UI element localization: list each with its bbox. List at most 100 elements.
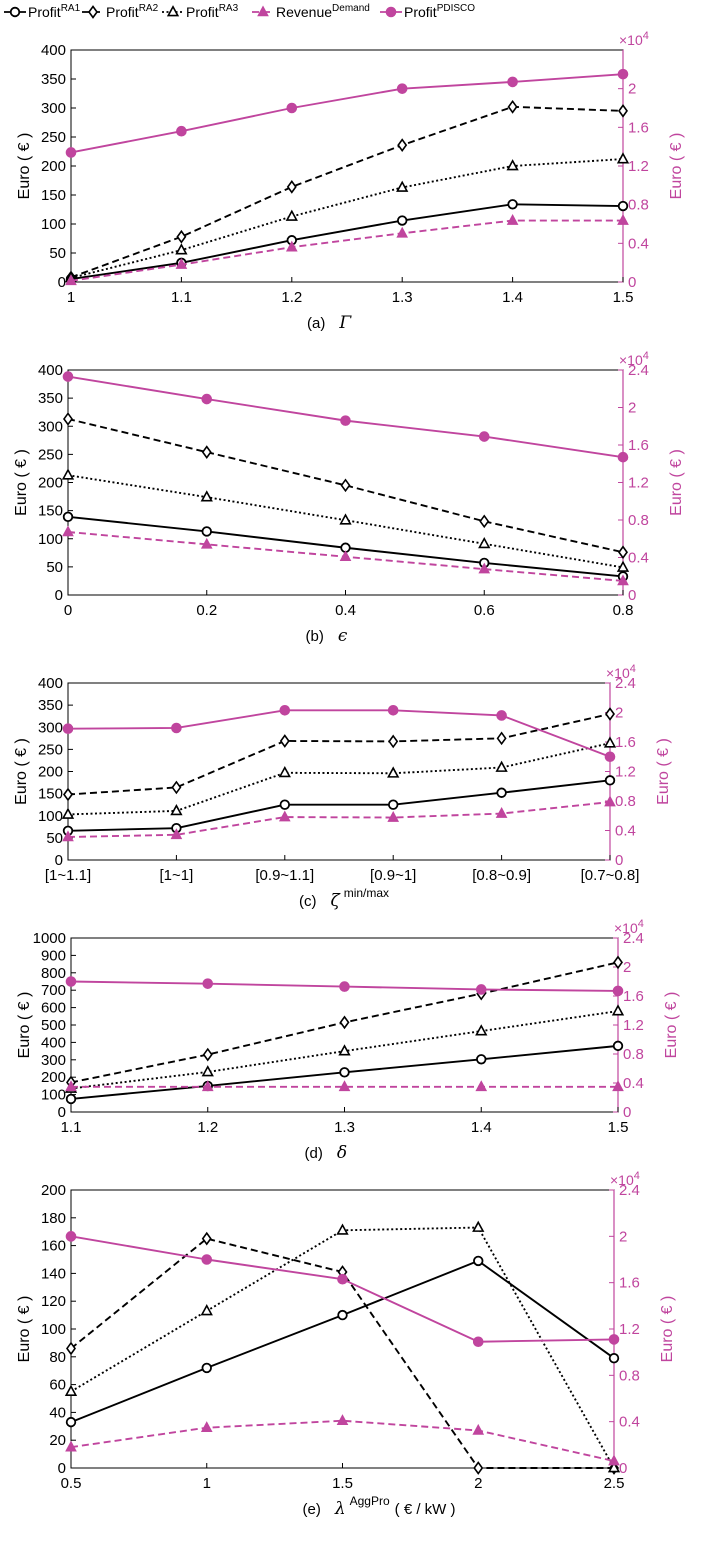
y-tick-label-left: 50 (46, 830, 63, 847)
y-tick-label-right: 2.4 (628, 362, 649, 379)
y-tick-label-right: 0 (628, 587, 636, 604)
data-point-revenue-demand (200, 537, 213, 549)
y-tick-label-left: 350 (41, 71, 66, 88)
right-axis-multiplier: ×104 (610, 1170, 640, 1188)
x-tick-label: 1.1 (61, 1119, 82, 1136)
x-tick-label: 0.8 (613, 602, 634, 619)
data-point-profit-pdisco (202, 978, 214, 989)
right-axis-multiplier: ×104 (619, 350, 649, 368)
multiplier-base: ×10 (619, 352, 643, 368)
right-axis-multiplier: ×104 (614, 918, 644, 936)
caption-symbol: δ (337, 1143, 347, 1163)
data-point-profit-pdisco (62, 723, 74, 735)
y-tick-label-right: 2.4 (619, 1182, 640, 1199)
y-tick-label-left: 100 (41, 1087, 66, 1104)
data-point-profit-pdisco (496, 710, 507, 721)
data-point-profit-ra1 (604, 775, 616, 786)
data-point-profit-ra1 (388, 799, 399, 810)
y-tick-label-right: 1.6 (619, 1275, 640, 1292)
y-tick-label-left: 100 (41, 216, 66, 233)
data-point-profit-ra3 (278, 765, 291, 778)
y-tick-label-right: 0.8 (623, 1046, 644, 1063)
data-point-revenue-demand (62, 830, 74, 842)
caption-symbol: λ (334, 1499, 346, 1519)
y-tick-label-left: 0 (55, 852, 63, 869)
y-tick-label-left: 200 (38, 475, 63, 492)
x-tick-label: 0.2 (196, 602, 217, 619)
data-point-revenue-demand (201, 1080, 214, 1092)
data-point-profit-ra3 (611, 1004, 625, 1016)
data-point-profit-ra2 (202, 1047, 213, 1062)
panel-caption: (d) δ (305, 1143, 348, 1163)
x-tick-label: 2.5 (604, 1475, 625, 1492)
data-point-profit-ra3 (506, 159, 519, 171)
legend-marker-profit-ra1 (9, 6, 21, 18)
legend-label-profit-pdisco: ProfitPDISCO (404, 3, 475, 20)
legend-marker-profit-pdisco (385, 6, 397, 18)
caption-symbol: ϵ (338, 626, 348, 646)
y-tick-label-left: 40 (49, 1404, 66, 1421)
series-profit-pdisco (62, 371, 629, 463)
y-tick-label-left: 250 (41, 129, 66, 146)
series-profit-ra2 (66, 1231, 619, 1475)
y-tick-label-left: 160 (41, 1238, 66, 1255)
data-point-profit-pdisco (387, 704, 399, 716)
x-tick-label: 2 (474, 1475, 482, 1492)
y-tick-label-left: 20 (49, 1432, 66, 1449)
data-point-profit-pdisco (604, 751, 616, 763)
series-profit-ra1 (65, 1255, 620, 1428)
y-tick-label-left: 400 (41, 42, 66, 59)
y-tick-label-right: 2 (623, 959, 631, 976)
data-point-profit-ra2 (618, 545, 628, 560)
legend-label-profit-ra2: ProfitRA2 (106, 3, 159, 20)
data-point-profit-pdisco (507, 76, 518, 88)
y-tick-label-left: 0 (58, 1104, 66, 1121)
y-tick-label-left: 200 (41, 158, 66, 175)
y-tick-label-right: 0.8 (619, 1367, 640, 1384)
data-point-profit-ra2 (171, 780, 182, 795)
y-axis-title-left: Euro ( € ) (16, 1296, 33, 1363)
data-point-profit-pdisco (617, 68, 629, 80)
data-point-profit-ra3 (61, 468, 75, 480)
y-tick-label-right: 0.4 (628, 235, 649, 252)
y-axis-title-right: Euro ( € ) (663, 992, 680, 1059)
y-tick-label-left: 50 (49, 245, 66, 262)
legend-item-profit-ra3: ProfitRA3 (162, 3, 239, 20)
data-point-profit-ra1 (473, 1255, 484, 1267)
y-tick-label-left: 0 (55, 587, 63, 604)
series-profit-pdisco (65, 1231, 620, 1348)
multiplier-base: ×10 (610, 1172, 634, 1188)
panel-caption: (b) ϵ (306, 626, 348, 646)
data-point-revenue-demand (387, 810, 400, 822)
series-revenue-demand (65, 213, 629, 286)
panel-c: 0 50 100 150 200 250 300 350 400 0 0.4 0.8 1.2 1.6 2 2.… (13, 663, 672, 911)
x-tick-label: 1.5 (332, 1475, 353, 1492)
panel-e: 0 20 40 60 80 100 120 140 160 180 200 0 0.4 0.8 1.2 1.6… (16, 1170, 676, 1519)
series-profit-ra3 (64, 152, 630, 283)
series-profit-ra3 (61, 468, 630, 572)
series-line-revenue-demand (70, 1419, 615, 1462)
y-axis-title-right: Euro ( € ) (659, 1296, 676, 1363)
data-point-revenue-demand (338, 1080, 351, 1092)
legend-label-revenue-demand: RevenueDemand (276, 3, 370, 20)
data-point-profit-ra3 (495, 760, 508, 772)
y-tick-label-right: 0.4 (628, 550, 649, 567)
y-tick-label-right: 0 (623, 1104, 631, 1121)
data-point-profit-ra2 (201, 445, 212, 459)
data-point-profit-ra2 (496, 731, 507, 746)
data-point-profit-ra1 (612, 1040, 624, 1052)
data-point-profit-ra2 (201, 1231, 212, 1246)
data-point-profit-ra3 (387, 766, 400, 778)
x-tick-label: 1.3 (392, 289, 413, 306)
y-tick-label-right: 1.6 (623, 988, 644, 1005)
data-point-revenue-demand (336, 1414, 349, 1426)
y-tick-label-left: 800 (41, 965, 66, 982)
right-axis-multiplier: ×104 (606, 663, 636, 681)
data-point-profit-ra3 (475, 1024, 488, 1036)
y-tick-label-left: 500 (41, 1017, 66, 1034)
x-tick-label: 0.5 (61, 1475, 82, 1492)
data-point-profit-pdisco (396, 83, 408, 94)
x-tick-label: [1~1.1] (45, 867, 91, 884)
series-line-profit-pdisco (67, 709, 611, 758)
y-tick-label-left: 200 (41, 1069, 66, 1086)
